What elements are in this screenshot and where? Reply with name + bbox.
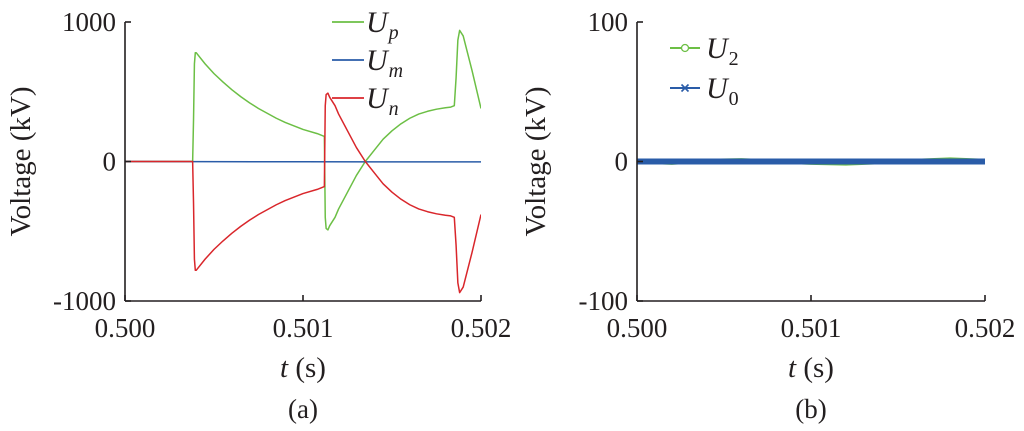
x-axis-variable: t <box>788 352 797 384</box>
x-axis-unit: (s) <box>796 352 834 384</box>
y-tick-label: -100 <box>579 286 629 316</box>
legend-label-subscript: p <box>387 22 399 44</box>
legend-label-main: U <box>706 72 730 105</box>
series-group <box>637 157 985 166</box>
panel-b: -100 0 100 0.500 0.501 0.502 t (s) Voltage (kV)… <box>520 7 1015 424</box>
y-axis-label: Voltage (kV) <box>5 86 37 236</box>
x-tick-label: 0.501 <box>781 313 842 343</box>
x-tick-label: 0.502 <box>955 313 1016 343</box>
legend-label-subscript: 2 <box>729 48 739 70</box>
x-axis-variable: t <box>280 352 289 384</box>
legend-circle-marker <box>680 43 690 53</box>
legend-label-main: U <box>366 6 390 39</box>
y-tick-label: 0 <box>615 147 629 177</box>
legend-label: U0 <box>706 72 739 110</box>
x-tick-label: 0.501 <box>273 313 334 343</box>
x-axis-label: t (s) <box>788 352 834 384</box>
y-tick-label: 1000 <box>62 7 116 37</box>
x-tick-label: 0.500 <box>607 313 668 343</box>
series-line-u-p <box>125 29 481 231</box>
x-axis-unit: (s) <box>288 352 326 384</box>
legend-label-main: U <box>366 44 390 77</box>
legend-label-subscript: n <box>389 98 399 120</box>
y-tick-label: 100 <box>588 7 629 37</box>
x-tick-label: 0.500 <box>95 313 156 343</box>
legend-x-marker <box>680 83 690 93</box>
legend-label: Um <box>366 44 403 82</box>
panel-label: (b) <box>795 394 826 424</box>
legend-label-subscript: m <box>389 60 403 82</box>
y-tick-label: 0 <box>103 147 117 177</box>
x-axis-label: t (s) <box>280 352 326 384</box>
panel-label: (a) <box>288 394 318 424</box>
panel-a: -1000 0 1000 0.500 0.501 0.502 t (s) Voltage (k… <box>5 6 511 424</box>
legend-label-subscript: 0 <box>729 88 739 110</box>
legend-label: Un <box>366 82 399 120</box>
y-axis-label: Voltage (kV) <box>520 86 552 236</box>
legend-label: U2 <box>706 32 739 70</box>
legend-label-main: U <box>706 32 730 65</box>
x-tick-label: 0.502 <box>451 313 512 343</box>
legend-label-main: U <box>366 82 390 115</box>
series-group <box>125 29 481 294</box>
legend-label: Up <box>366 6 399 44</box>
y-tick-label: -1000 <box>53 286 116 316</box>
series-line-u-n <box>125 92 481 294</box>
